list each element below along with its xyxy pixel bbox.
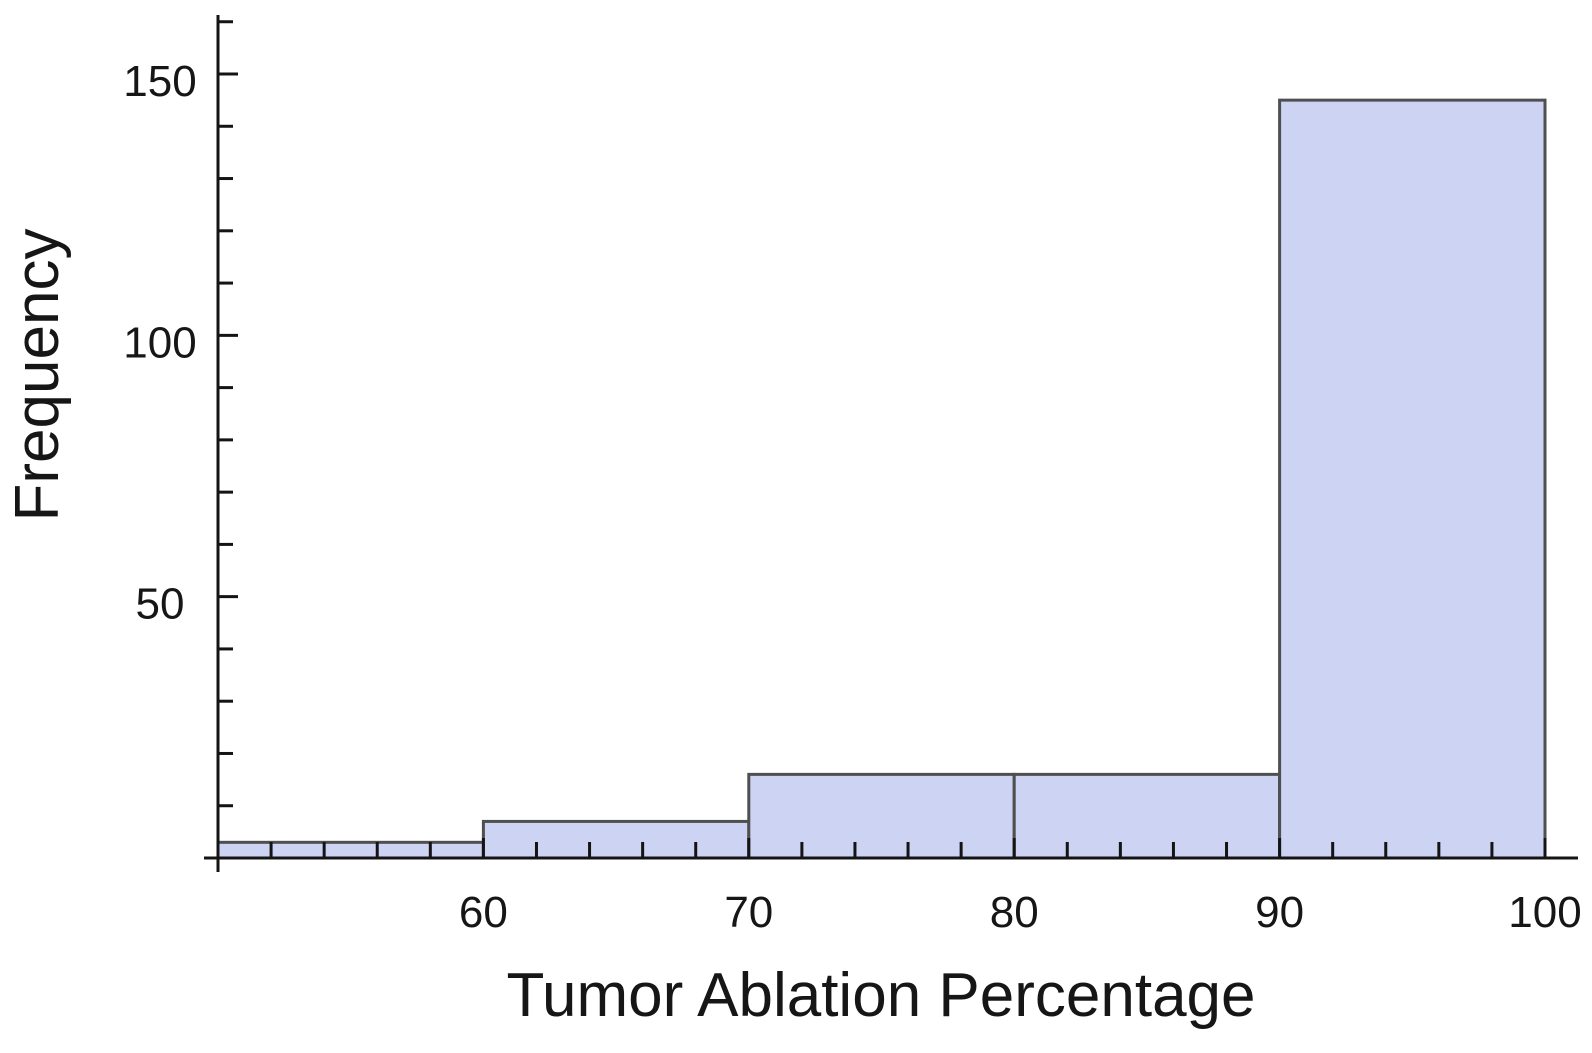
- x-tick-label: 100: [1508, 888, 1581, 937]
- x-tick-label: 80: [990, 888, 1039, 937]
- tick-labels-group: 60 70 80 90 100 50 100 150: [123, 57, 1581, 937]
- x-tick-label: 70: [724, 888, 773, 937]
- bars-group: [216, 98, 1547, 860]
- histogram-bar: [747, 772, 1016, 860]
- histogram-bar: [1278, 98, 1547, 860]
- histogram-bar: [481, 819, 751, 860]
- y-tick-label: 100: [123, 318, 196, 367]
- y-tick-label: 150: [123, 57, 196, 106]
- histogram-bar: [216, 840, 485, 860]
- x-axis-label: Tumor Ablation Percentage: [506, 961, 1255, 1030]
- histogram-bar: [1012, 772, 1282, 860]
- x-tick-label: 60: [459, 888, 508, 937]
- x-tick-label: 90: [1255, 888, 1304, 937]
- y-tick-label: 50: [136, 580, 185, 629]
- ticks-group: [218, 20, 1547, 858]
- y-axis-label: Frequency: [3, 229, 72, 522]
- axes-group: [204, 15, 1578, 872]
